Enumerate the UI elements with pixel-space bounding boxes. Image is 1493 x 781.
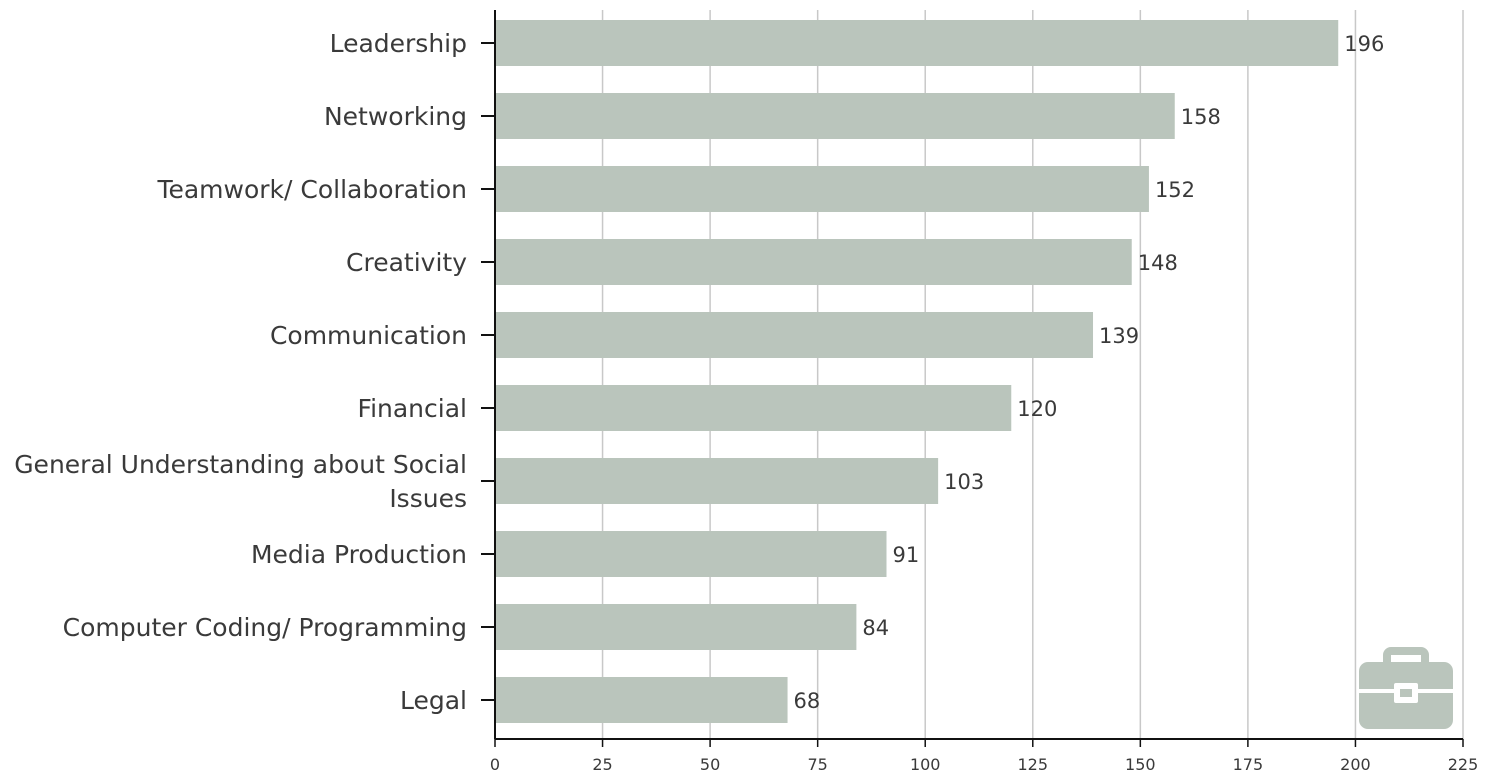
axes [481,10,1464,747]
bar [495,239,1132,285]
bar [495,677,788,723]
value-label: 103 [944,470,984,494]
x-tick-label: 50 [700,755,720,774]
x-tick-label: 75 [807,755,827,774]
x-tick-labels: 0 25 50 75 100 125 150 175 200 225 [490,755,1478,774]
bar [495,312,1094,358]
category-label: Teamwork/ Collaboration [156,175,467,204]
bars [495,20,1339,723]
value-label: 196 [1344,32,1384,56]
x-tick-label: 225 [1448,755,1479,774]
value-label: 158 [1181,105,1221,129]
bar [495,385,1012,431]
x-tick-label: 175 [1233,755,1264,774]
x-tick-label: 200 [1340,755,1371,774]
x-tick-label: 0 [490,755,500,774]
category-label: Financial [358,394,467,423]
value-label: 68 [794,689,821,713]
bar [495,93,1175,139]
category-label: Creativity [346,248,467,277]
category-labels: Leadership Networking Teamwork/ Collaborat… [14,29,467,715]
bar [495,166,1149,212]
bar [495,531,887,577]
x-tick-label: 100 [910,755,941,774]
category-label: Leadership [330,29,467,58]
value-label: 148 [1138,251,1178,275]
bar [495,20,1339,66]
value-label: 120 [1017,397,1057,421]
x-tick-label: 150 [1125,755,1156,774]
category-label: Communication [270,321,467,350]
x-tick-label: 125 [1018,755,1049,774]
bar [495,604,857,650]
value-label: 152 [1155,178,1195,202]
category-label: Issues [389,484,467,513]
bar [495,458,939,504]
value-label: 139 [1099,324,1139,348]
category-label: General Understanding about Social [14,450,467,479]
x-tick-label: 25 [592,755,612,774]
value-label: 84 [862,616,889,640]
category-label: Computer Coding/ Programming [63,613,467,642]
value-labels: 196 158 152 148 139 120 103 91 84 68 [794,32,1385,713]
category-label: Media Production [251,540,467,569]
category-label: Networking [324,102,467,131]
category-label: Legal [400,686,467,715]
briefcase-icon [1359,647,1453,729]
value-label: 91 [893,543,920,567]
